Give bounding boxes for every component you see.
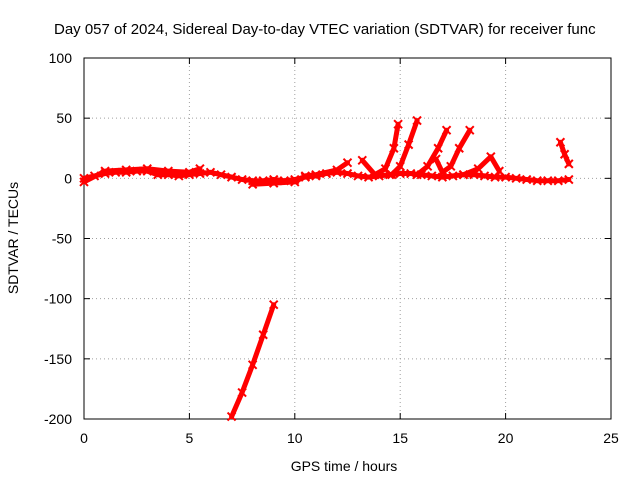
x-tick-label: 15: [392, 430, 408, 446]
data-point: [79, 177, 89, 187]
y-tick-labels: 100 50 0 -50 -100 -150 -200: [44, 50, 72, 427]
y-tick-label: 0: [64, 170, 72, 186]
data-point: [395, 161, 405, 172]
data-point: [363, 172, 374, 182]
data-point: [433, 143, 443, 153]
data-point: [100, 166, 110, 176]
data-point: [342, 168, 353, 179]
series-plunge: [229, 302, 277, 420]
data-point: [389, 143, 399, 153]
data-point: [311, 170, 321, 180]
data-point: [237, 174, 247, 185]
x-axis-label: GPS time / hours: [291, 458, 398, 474]
data-point: [559, 149, 570, 159]
y-tick-label: -150: [44, 351, 72, 367]
data-point: [543, 176, 553, 186]
data-point: [412, 115, 422, 126]
data-point: [564, 159, 574, 169]
data-point: [216, 170, 226, 180]
data-point: [486, 151, 496, 162]
y-tick-label: -200: [44, 411, 72, 427]
y-tick-label: 100: [49, 50, 73, 66]
x-tick-label: 20: [498, 430, 514, 446]
data-point: [353, 171, 363, 181]
data-point: [473, 163, 483, 174]
data-point: [553, 176, 564, 186]
data-point: [412, 170, 422, 180]
y-tick-label: -50: [52, 231, 72, 247]
x-tick-label: 10: [287, 430, 303, 446]
data-point: [342, 157, 353, 168]
data-point: [511, 173, 521, 184]
data-point: [393, 119, 403, 129]
data-point: [258, 330, 268, 340]
x-tick-label: 25: [603, 430, 619, 446]
data-point: [247, 179, 258, 190]
tick-marks: [83, 57, 612, 420]
data-point: [247, 360, 258, 370]
data-point: [427, 171, 437, 181]
data-point: [205, 167, 216, 178]
data-series: [79, 115, 574, 422]
data-point: [437, 167, 448, 178]
data-point: [142, 163, 152, 174]
data-point: [290, 177, 300, 187]
data-point: [184, 167, 195, 178]
y-axis-label: SDTVAR / TECUs: [5, 182, 21, 294]
data-point: [269, 178, 279, 188]
data-point: [370, 170, 380, 180]
data-point: [300, 171, 311, 181]
series-spike-e: [460, 154, 502, 178]
data-point: [357, 155, 367, 165]
data-point: [195, 163, 205, 174]
data-point: [422, 161, 433, 172]
data-point: [387, 170, 397, 180]
data-point: [458, 170, 469, 180]
data-point: [226, 172, 237, 182]
data-point: [532, 176, 542, 186]
series-spike-b: [389, 118, 420, 178]
x-tick-labels: 0 5 10 15 20 25: [80, 430, 619, 446]
data-point: [555, 137, 566, 147]
data-point: [403, 139, 414, 150]
data-point: [564, 174, 574, 185]
data-point: [332, 165, 342, 175]
data-point: [494, 166, 504, 176]
chart-title: Day 057 of 2024, Sidereal Day-to-day VTE…: [54, 21, 596, 38]
x-tick-label: 0: [80, 430, 88, 446]
data-point: [454, 143, 464, 153]
data-point: [237, 387, 247, 398]
data-point: [269, 299, 279, 310]
plot-frame: [83, 57, 612, 420]
data-point: [521, 174, 532, 185]
data-point: [441, 125, 452, 135]
data-point: [431, 154, 441, 164]
data-point: [479, 171, 490, 181]
grid-lines: [84, 58, 611, 419]
data-point: [226, 411, 237, 422]
data-point: [465, 125, 475, 135]
y-tick-label: -100: [44, 291, 72, 307]
data-point: [490, 172, 500, 182]
y-tick-label: 50: [56, 110, 72, 126]
data-point: [121, 165, 131, 175]
x-tick-label: 5: [186, 430, 194, 446]
data-point: [446, 161, 456, 172]
data-point: [448, 171, 458, 181]
data-point: [163, 166, 174, 176]
